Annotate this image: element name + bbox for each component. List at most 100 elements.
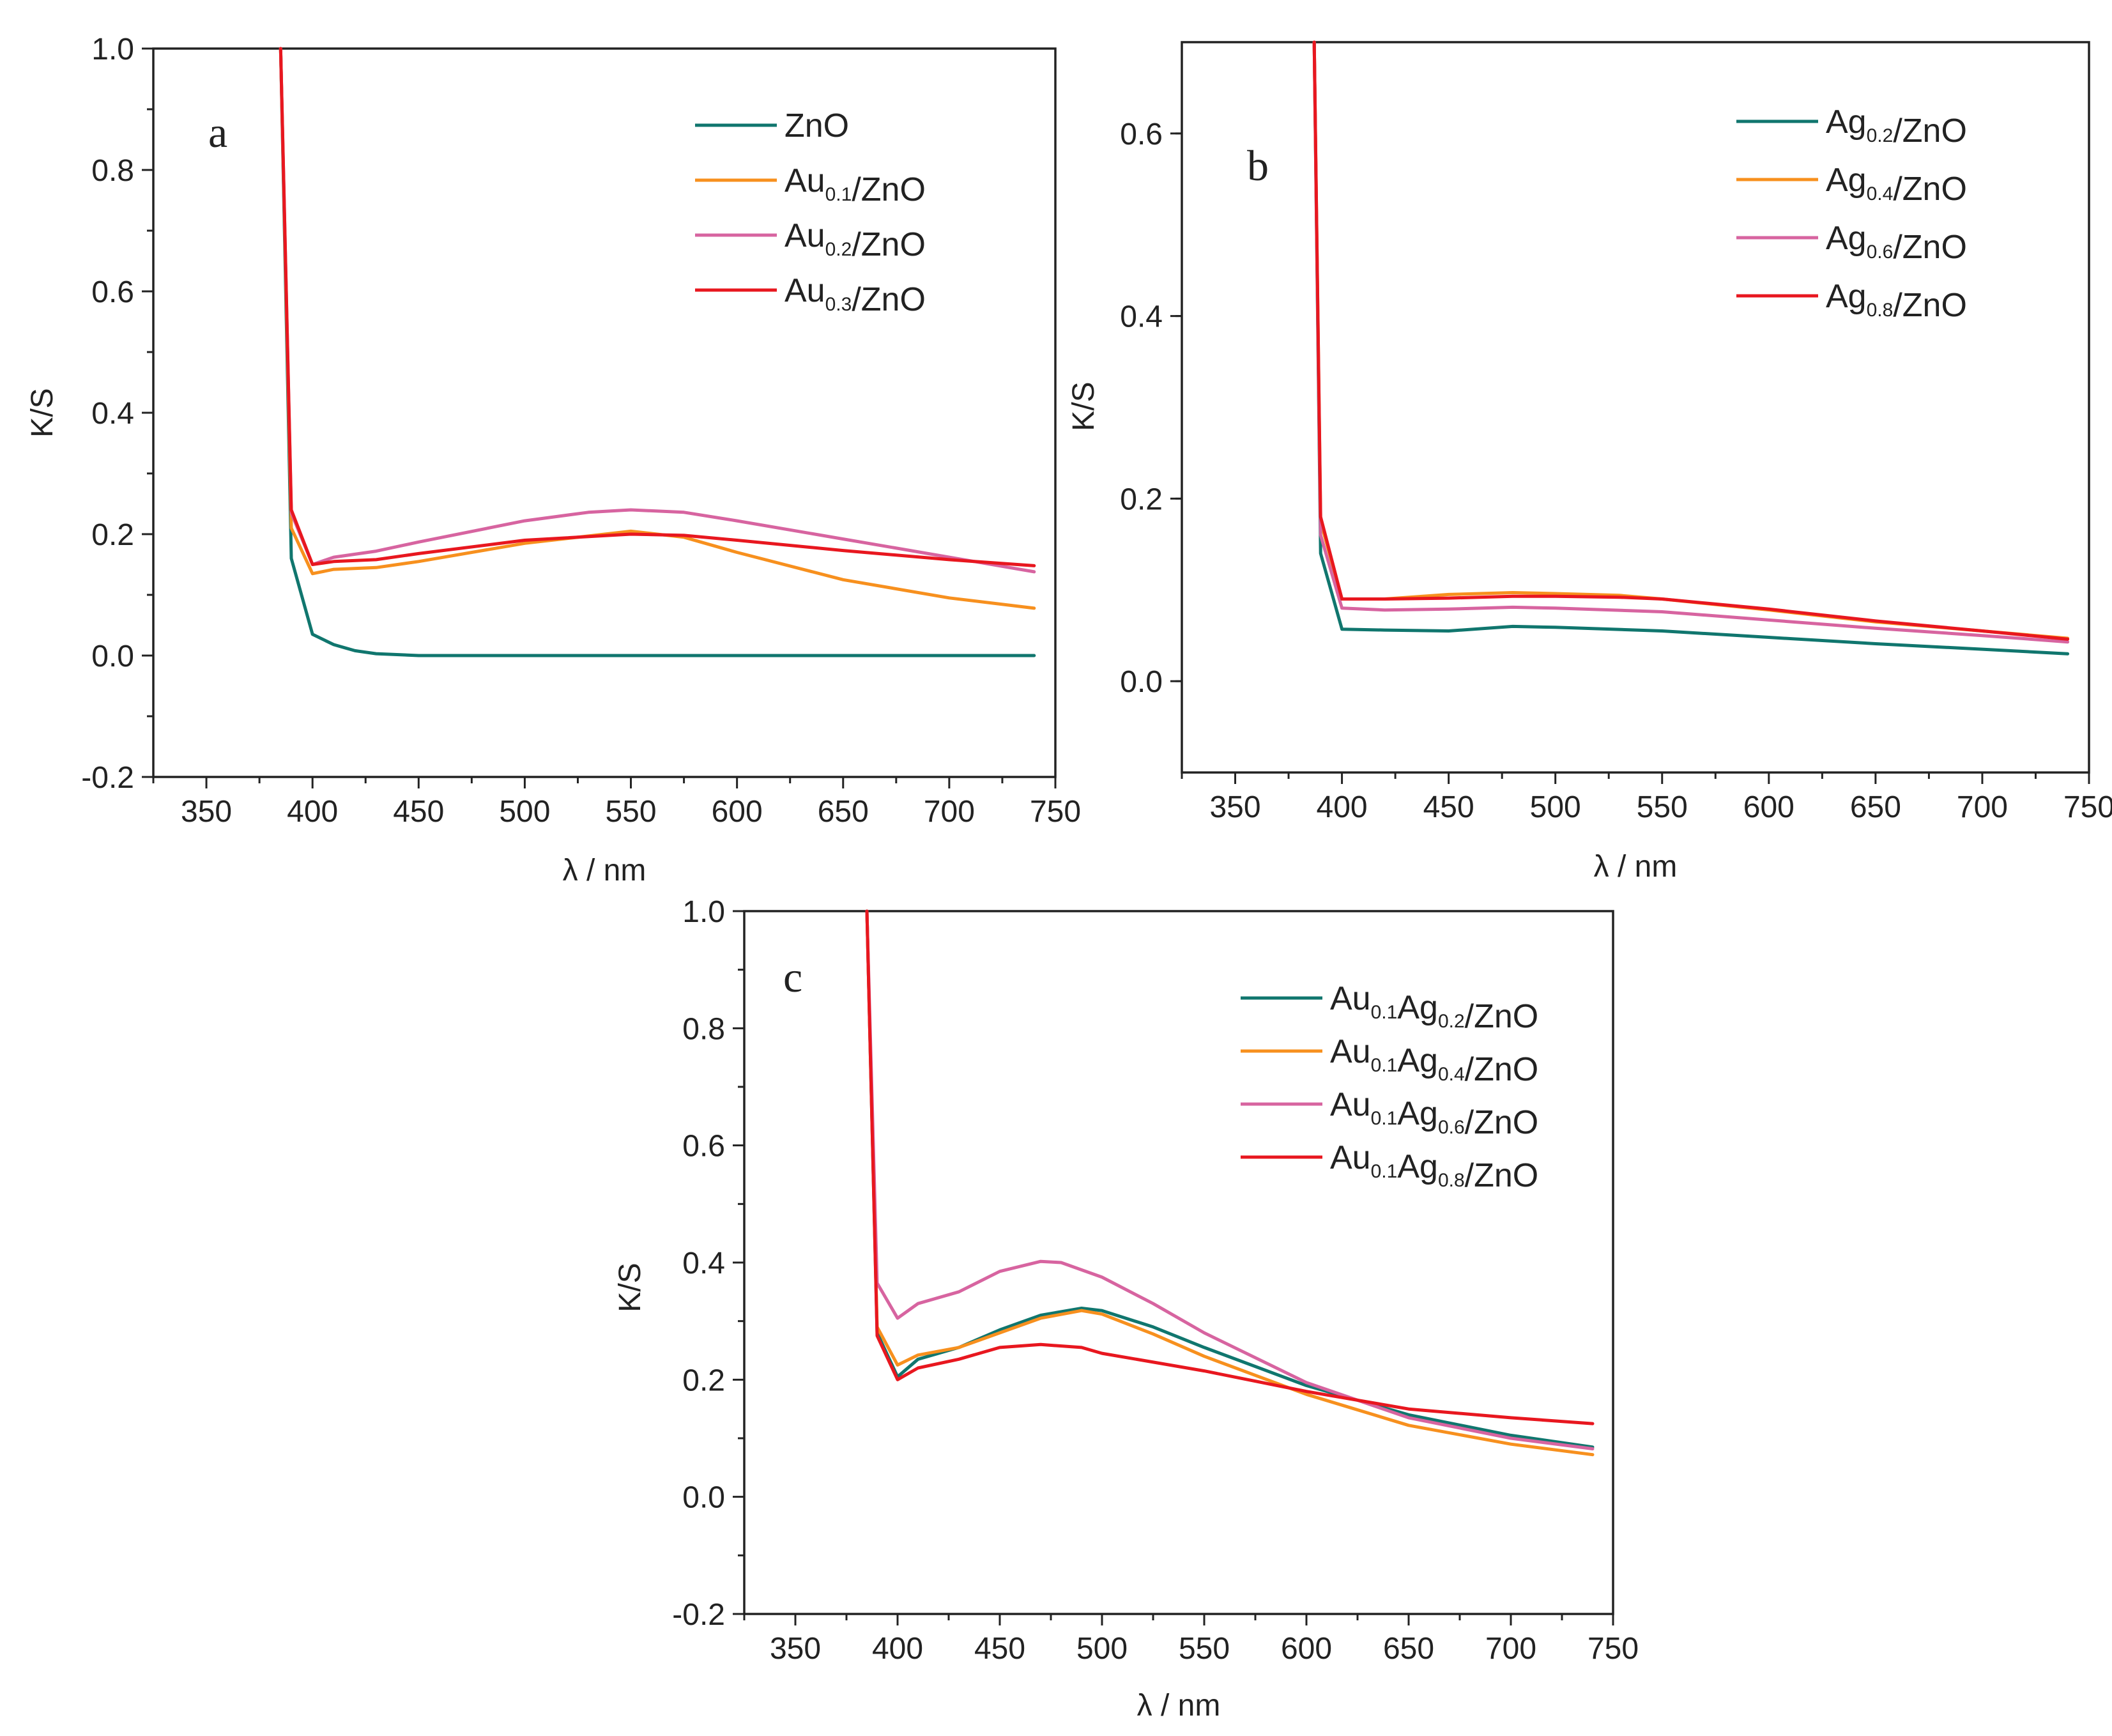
x-tick-label: 750 <box>1030 795 1081 829</box>
legend-label: Ag0.6/ZnO <box>1826 220 1967 266</box>
x-tick-label: 650 <box>1383 1632 1434 1666</box>
legend-text-part: Au <box>1330 1139 1371 1176</box>
legend-subscript: 0.6 <box>1867 242 1894 263</box>
legend-label: Ag0.8/ZnO <box>1826 278 1967 324</box>
x-tick-label: 550 <box>605 795 656 829</box>
series-lines <box>865 909 1595 1457</box>
y-tick-label: 0.8 <box>91 154 134 188</box>
legend-label: Ag0.4/ZnO <box>1826 162 1967 208</box>
legend-text-part: /ZnO <box>1893 112 1967 150</box>
y-tick-label: 0.6 <box>682 1130 725 1164</box>
legend-label: Au0.1Ag0.8/ZnO <box>1330 1139 1538 1194</box>
x-tick-label: 600 <box>1281 1632 1332 1666</box>
panel-label: a <box>208 108 227 157</box>
legend-label: Au0.1/ZnO <box>784 162 926 208</box>
y-tick-label: 0.6 <box>91 275 134 309</box>
legend-label: Au0.1Ag0.6/ZnO <box>1330 1086 1538 1141</box>
legend-text-part: /ZnO <box>1893 171 1967 208</box>
x-tick-label: 600 <box>1743 790 1794 824</box>
x-axis-title: λ / nm <box>1594 850 1678 884</box>
series-line-au0-1ag0-8-zno <box>865 909 1595 1425</box>
y-tick-label: 0.0 <box>1120 665 1163 699</box>
series-line-au0-1ag0-6-zno <box>865 909 1595 1450</box>
y-tick-label: 0.2 <box>91 518 134 552</box>
panel-label: c <box>783 953 802 1001</box>
series-lines <box>1312 40 2070 656</box>
legend-subscript: 0.1 <box>825 184 852 205</box>
y-tick-label: 0.0 <box>91 640 134 673</box>
y-axis-title: K/S <box>1067 381 1101 431</box>
legend-text-part: /ZnO <box>1465 1051 1539 1088</box>
legend-subscript: 0.2 <box>1438 1011 1465 1032</box>
legend-subscript: 0.8 <box>1438 1170 1465 1191</box>
x-tick-label: 600 <box>712 795 763 829</box>
legend-label: Au0.2/ZnO <box>784 217 926 263</box>
x-tick-label: 450 <box>1423 790 1474 824</box>
legend-text-part: /ZnO <box>1465 998 1539 1035</box>
x-tick-label: 500 <box>499 795 550 829</box>
legend-text-part: /ZnO <box>1465 1157 1539 1194</box>
x-tick-label: 450 <box>974 1632 1025 1666</box>
series-line-au0-1ag0-4-zno <box>865 909 1595 1457</box>
y-tick-label: 0.2 <box>1120 482 1163 516</box>
x-tick-label: 350 <box>1209 790 1260 824</box>
y-axis-title: K/S <box>613 1263 647 1312</box>
x-tick-label: 350 <box>181 795 232 829</box>
y-tick-label: 1.0 <box>682 895 725 929</box>
x-tick-label: 400 <box>287 795 338 829</box>
x-tick-label: 400 <box>1317 790 1368 824</box>
legend-text-part: /ZnO <box>852 226 926 263</box>
legend-subscript: 0.8 <box>1867 300 1894 321</box>
chart-panel-b: 350 400 450 500 550 600 650 700 7500.00.20.40.6 … <box>1067 40 2112 884</box>
plot-frame <box>1181 41 2090 774</box>
legend-text-part: Au <box>784 217 825 254</box>
legend-subscript: 0.1 <box>1371 1108 1398 1129</box>
y-tick-label: 1.0 <box>91 33 134 66</box>
legend-subscript: 0.4 <box>1867 183 1894 204</box>
chart-panel-a: 350 400 450 500 550 600 650 700 750 -0.2 0.0 0.2 0.4… <box>26 33 1081 887</box>
legend-label: Au0.1Ag0.4/ZnO <box>1330 1033 1538 1088</box>
x-tick-label: 500 <box>1076 1632 1128 1666</box>
legend-subscript: 0.1 <box>1371 1055 1398 1076</box>
x-tick-label: 400 <box>872 1632 923 1666</box>
legend-text-part: Ag <box>1826 104 1867 141</box>
series-line-ag0-6-zno <box>1312 40 2070 644</box>
axis-ticks: 350 400 450 500 550 600 650 700 750 0.0 0.2 0.4 0.6 <box>1120 118 2112 824</box>
legend-subscript: 0.1 <box>1371 1002 1398 1023</box>
legend-text-part: Ag <box>1826 220 1867 257</box>
series-line-ag0-2-zno <box>1312 40 2070 656</box>
legend-text-part: /ZnO <box>1465 1104 1539 1141</box>
y-tick-label: 0.6 <box>1120 118 1163 151</box>
chart-panel-c: 350 400 450 500 550 600 650 700 750 -0.2 0.0 0.2 0.4… <box>613 895 1639 1723</box>
legend-text-part: /ZnO <box>1893 229 1967 266</box>
y-tick-label: -0.2 <box>672 1598 725 1632</box>
x-tick-label: 500 <box>1530 790 1581 824</box>
legend-text-part: /ZnO <box>852 281 926 318</box>
series-line-au0-1-zno <box>279 47 1036 610</box>
y-tick-label: 0.0 <box>682 1481 725 1515</box>
y-tick-label: 0.4 <box>682 1247 725 1280</box>
y-tick-label: 0.8 <box>682 1012 725 1046</box>
legend-text-part: Au <box>1330 980 1371 1017</box>
x-tick-label: 350 <box>770 1632 821 1666</box>
legend-subscript: 0.1 <box>1371 1161 1398 1182</box>
legend-subscript: 0.6 <box>1438 1117 1465 1138</box>
x-tick-label: 700 <box>1957 790 2008 824</box>
legend-text-part: Ag <box>1397 1095 1438 1132</box>
panel-label: b <box>1247 141 1269 190</box>
y-tick-label: -0.2 <box>81 761 134 795</box>
legend-label: ZnO <box>784 107 849 144</box>
x-tick-label: 550 <box>1179 1632 1230 1666</box>
series-line-zno <box>279 47 1036 657</box>
legend-text-part: /ZnO <box>852 171 926 208</box>
legend-label: Au0.3/ZnO <box>784 272 926 318</box>
legend-label: Ag0.2/ZnO <box>1826 104 1967 150</box>
legend-subscript: 0.2 <box>1867 125 1894 146</box>
x-tick-label: 700 <box>924 795 975 829</box>
legend-text-part: Ag <box>1397 989 1438 1026</box>
legend-text-part: /ZnO <box>1893 287 1967 324</box>
legend-subscript: 0.2 <box>825 239 852 260</box>
legend: Au0.1Ag0.2/ZnOAu0.1Ag0.4/ZnOAu0.1Ag0.6/Z… <box>1241 980 1538 1194</box>
